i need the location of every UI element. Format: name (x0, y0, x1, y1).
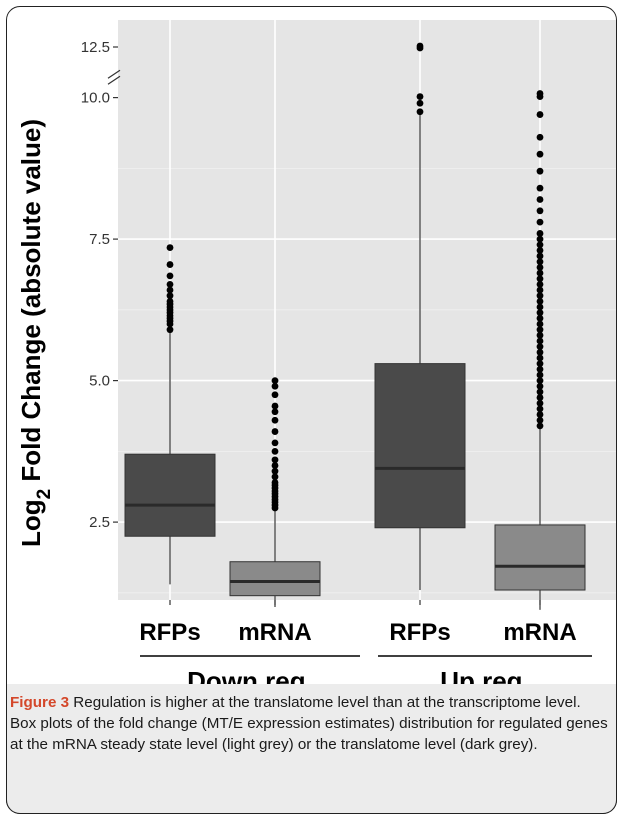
outlier-point (536, 388, 544, 396)
outlier-point (536, 416, 544, 424)
outlier-point (536, 405, 544, 413)
outlier-point (536, 133, 544, 141)
caption-band (6, 684, 617, 814)
y-axis-title: Log2 Fold Change (absolute value) (16, 119, 55, 547)
outlier-point (536, 399, 544, 407)
outlier-point (536, 275, 544, 283)
outlier-point (166, 286, 174, 294)
outlier-point (536, 377, 544, 384)
outlier-point (271, 456, 279, 464)
outlier-point (271, 428, 279, 435)
y-tick-label: 2.5 (89, 514, 110, 531)
outlier-point (536, 297, 544, 305)
axis-break-mark (107, 75, 121, 85)
y-tick-label: 12.5 (81, 39, 110, 56)
outlier-point (536, 167, 544, 175)
y-axis-title-rest: Fold Change (absolute value) (16, 119, 46, 489)
outlier-point (271, 416, 279, 424)
box-plot-chart: 2.55.07.510.012.5 RFPs mRNA RFPs mRNA Down … (16, 20, 616, 690)
outlier-point (536, 196, 544, 203)
y-axis: 2.5 5.0 7.5 10.0 12.5 (81, 39, 121, 531)
y-tick-label: 10.0 (81, 90, 110, 107)
outlier-point (536, 348, 544, 356)
box-iqr (494, 524, 586, 591)
outlier-point (536, 150, 544, 158)
caption-text: Regulation is higher at the translatome … (10, 694, 608, 753)
outlier-point (271, 391, 279, 399)
x-category-label: RFPs (389, 619, 450, 646)
x-axis: RFPs mRNA RFPs mRNA (139, 600, 577, 646)
outlier-point (536, 411, 544, 418)
outlier-point (536, 314, 544, 322)
x-category-label: mRNA (238, 619, 311, 646)
y-tick-label: 7.5 (89, 231, 110, 248)
outlier-point (536, 365, 544, 373)
outlier-point (166, 261, 174, 268)
outlier-point (166, 244, 174, 251)
outlier-point (536, 264, 544, 271)
outlier-point (166, 326, 174, 334)
outlier-point (536, 326, 544, 334)
outlier-point (536, 241, 544, 249)
outlier-point (271, 473, 279, 481)
outlier-point (271, 408, 279, 416)
outlier-point (536, 320, 544, 328)
outlier-point (271, 439, 279, 447)
outlier-point (166, 297, 174, 305)
figure-caption: Figure 3 Regulation is higher at the tra… (10, 692, 610, 755)
outlier-point (536, 258, 544, 266)
box-layer (124, 42, 586, 610)
outlier-point (271, 462, 279, 469)
axis-break-mark (107, 69, 121, 79)
outlier-point (271, 382, 279, 390)
outlier-point (271, 377, 279, 384)
outlier-point (536, 360, 544, 368)
outlier-point (416, 99, 424, 107)
outlier-point (416, 93, 424, 100)
outlier-point (271, 402, 279, 410)
outlier-point (536, 354, 544, 362)
outlier-point (166, 272, 174, 280)
y-axis-title-sub: 2 (34, 489, 55, 500)
outlier-point (536, 280, 544, 288)
box-iqr (374, 363, 466, 529)
outlier-point (416, 42, 424, 50)
outlier-point (536, 331, 544, 339)
outlier-point (166, 280, 174, 288)
outlier-point (536, 252, 544, 260)
outlier-point (536, 309, 544, 317)
outlier-point (536, 422, 544, 430)
y-axis-title-main: Log (16, 499, 46, 547)
outlier-point (536, 230, 544, 237)
outlier-point (536, 343, 544, 351)
outlier-point (536, 286, 544, 294)
box-iqr (124, 453, 216, 537)
outlier-point (536, 269, 544, 277)
outlier-point (166, 292, 174, 300)
outlier-point (536, 247, 544, 254)
x-category-label: RFPs (139, 619, 200, 646)
outlier-point (536, 218, 544, 226)
outlier-point (271, 467, 279, 475)
outlier-point (536, 303, 544, 311)
outlier-point (536, 337, 544, 345)
outlier-point (536, 207, 544, 215)
outlier-point (536, 382, 544, 390)
outlier-point (416, 108, 424, 116)
outlier-point (271, 447, 279, 455)
figure-label: Figure 3 (10, 694, 70, 711)
outlier-point (536, 394, 544, 401)
x-category-label: mRNA (503, 619, 576, 646)
box-iqr (229, 561, 321, 597)
outlier-point (536, 90, 544, 97)
outlier-point (536, 184, 544, 192)
outlier-point (536, 292, 544, 300)
outlier-point (536, 111, 544, 118)
outlier-point (271, 479, 279, 486)
y-tick-label: 5.0 (89, 373, 110, 390)
outlier-point (536, 235, 544, 243)
outlier-point (536, 371, 544, 379)
